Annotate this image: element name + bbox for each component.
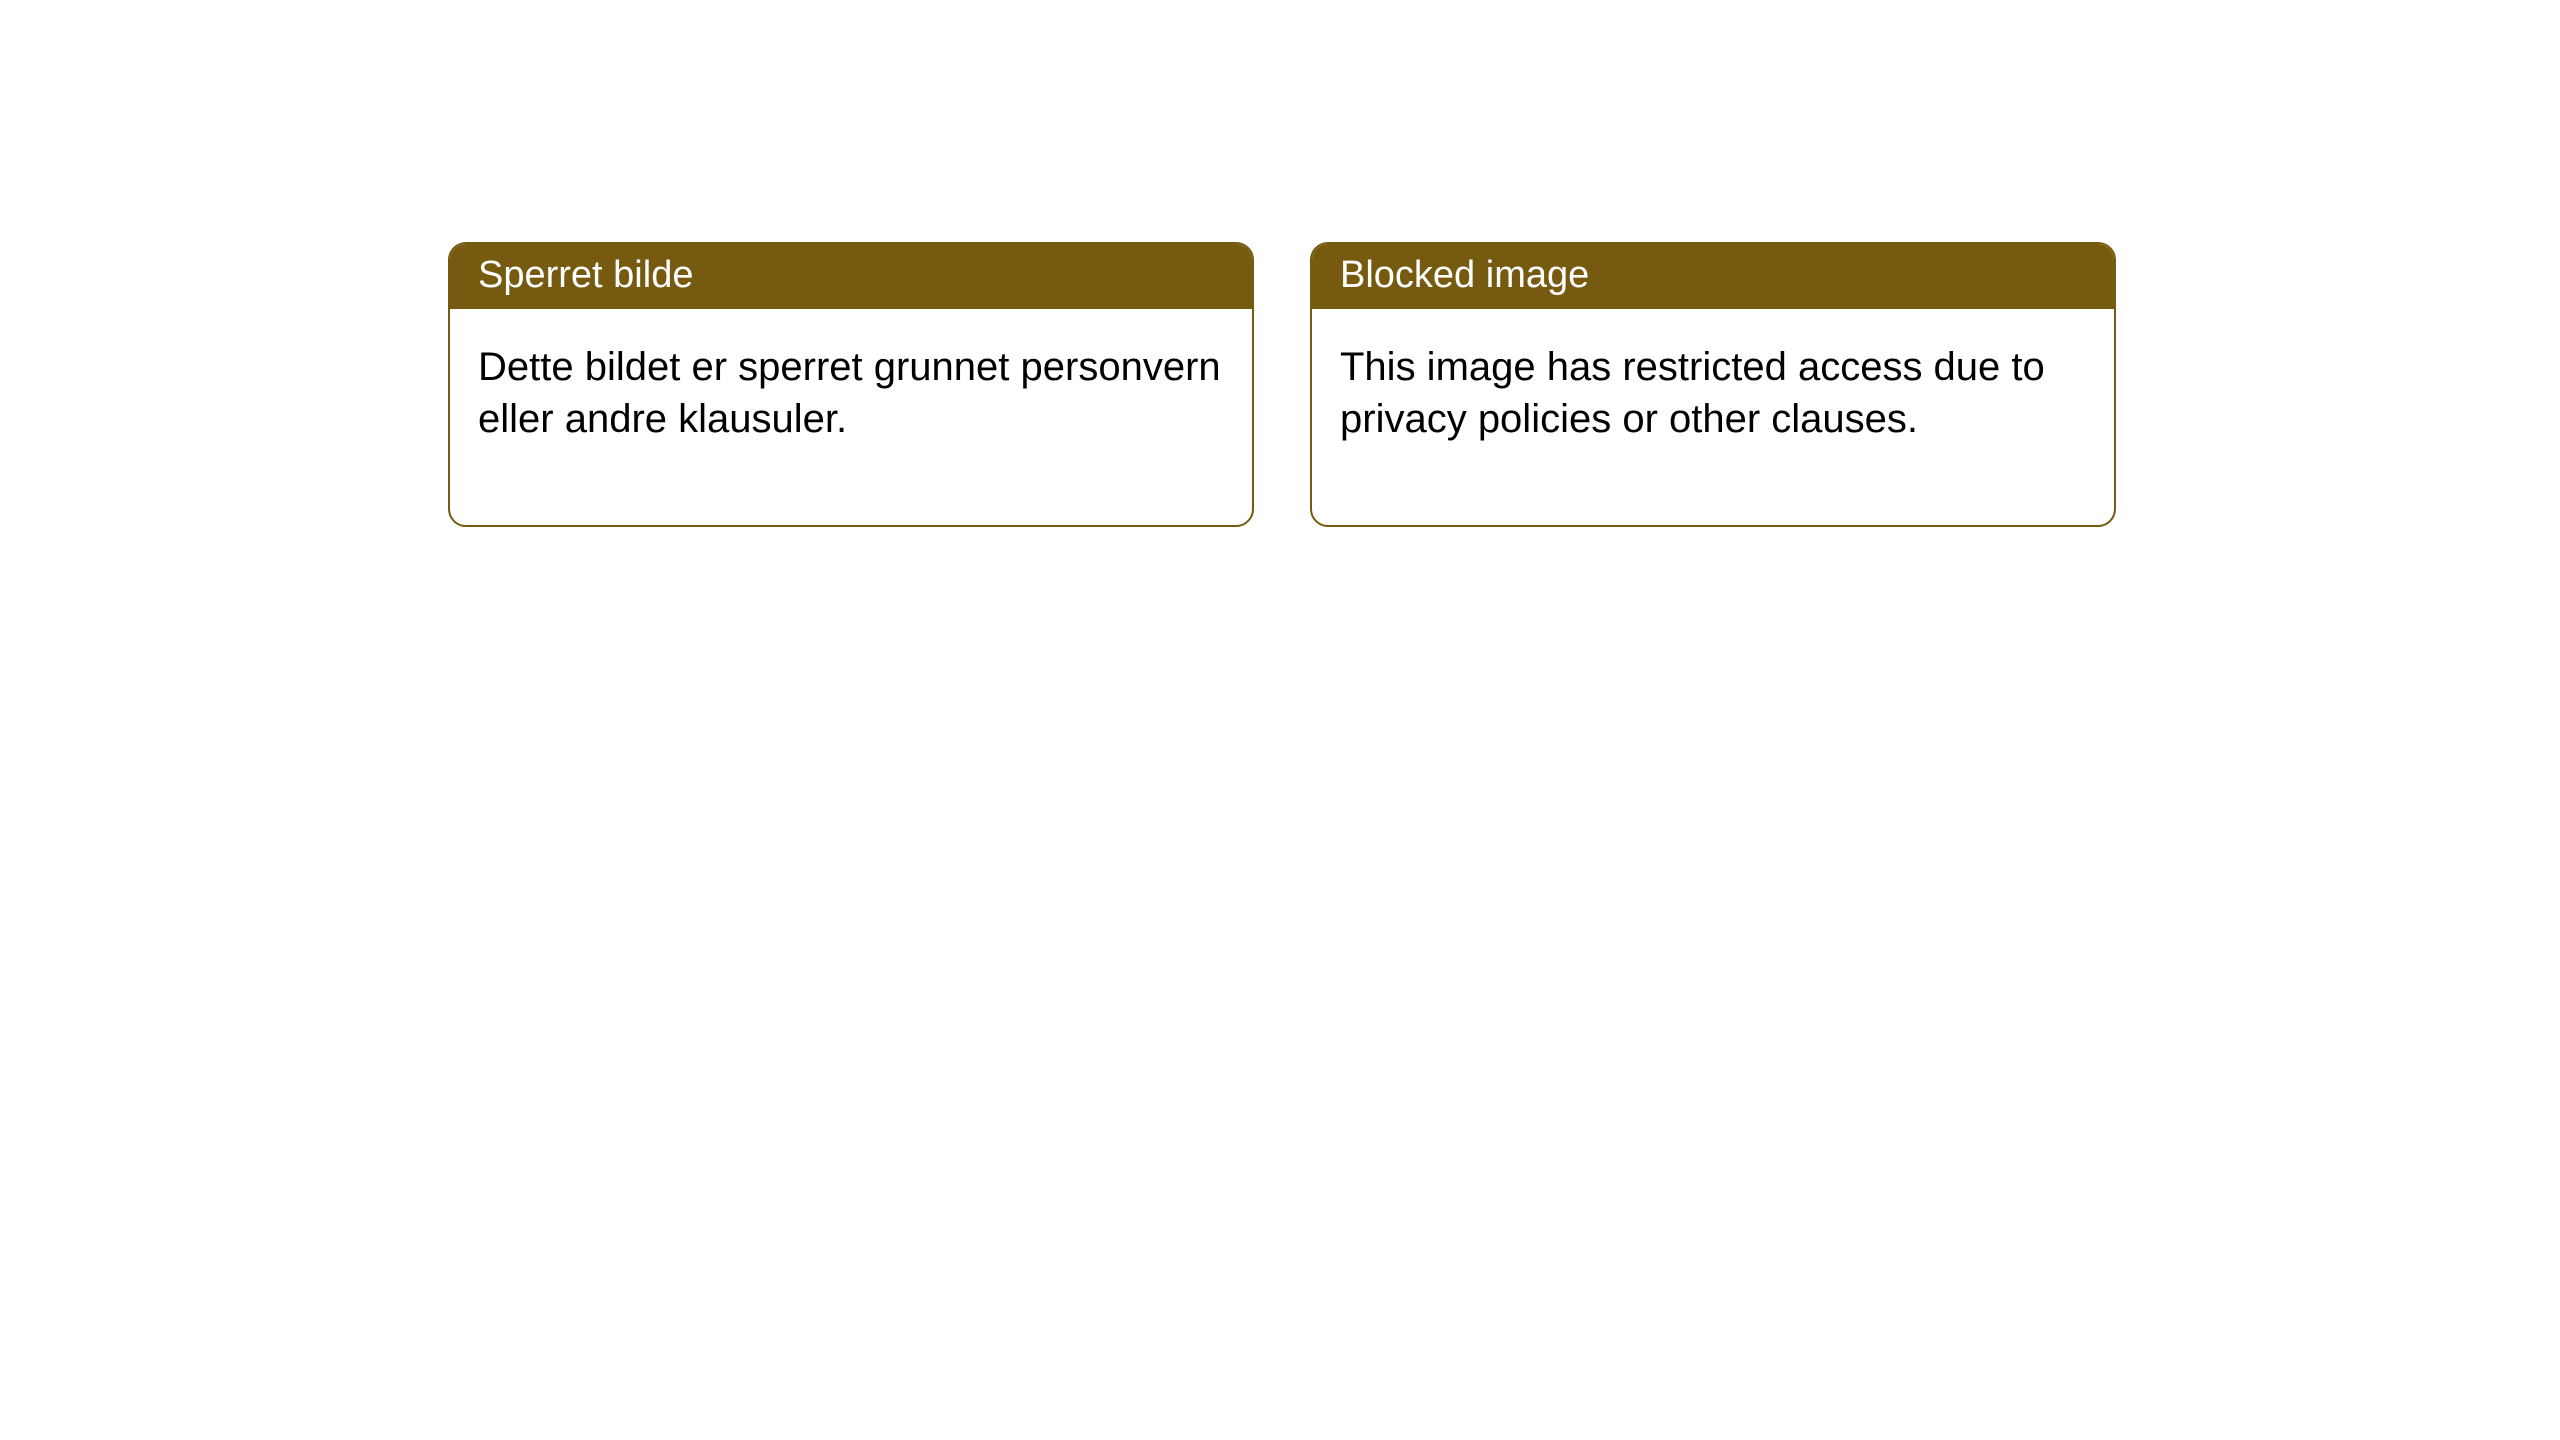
- notice-header-en: Blocked image: [1312, 244, 2114, 309]
- blocked-image-notice-no: Sperret bilde Dette bildet er sperret gr…: [448, 242, 1254, 527]
- blocked-image-notice-en: Blocked image This image has restricted …: [1310, 242, 2116, 527]
- notice-body-no: Dette bildet er sperret grunnet personve…: [450, 309, 1252, 525]
- notice-body-en: This image has restricted access due to …: [1312, 309, 2114, 525]
- notice-header-no: Sperret bilde: [450, 244, 1252, 309]
- notice-container: Sperret bilde Dette bildet er sperret gr…: [0, 0, 2560, 527]
